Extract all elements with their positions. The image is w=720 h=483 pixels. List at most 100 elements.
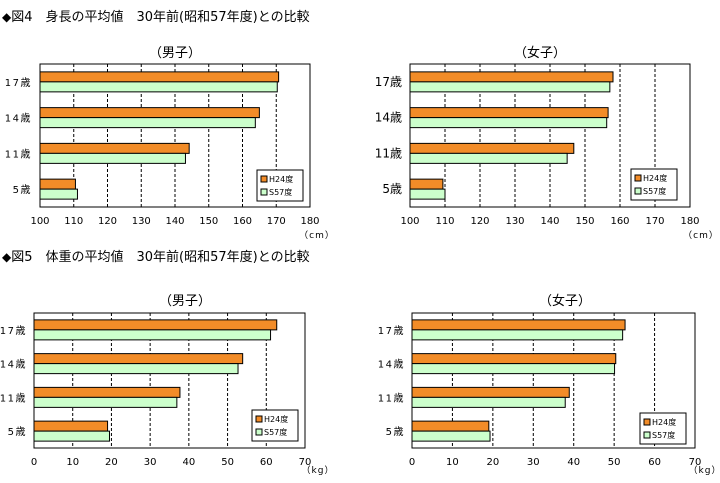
plot-area-border	[33, 312, 306, 449]
legend-label: H24度	[643, 173, 667, 183]
bar-h24	[39, 71, 280, 83]
bar-s57	[39, 81, 278, 93]
legend-label: H24度	[652, 417, 676, 427]
x-tick-label: 10	[446, 457, 459, 468]
chart-title: （男子）	[159, 294, 211, 309]
bar-h24	[33, 319, 278, 331]
legend-swatch	[634, 174, 642, 182]
x-tick-label: 120	[470, 216, 489, 227]
x-tick-label: 130	[505, 216, 524, 227]
bar-h24	[409, 142, 575, 154]
x-tick-label: 150	[575, 216, 594, 227]
legend: H24度 S57度	[639, 412, 687, 445]
category-label: 5歳	[8, 426, 27, 438]
category-label: 11歳	[378, 392, 405, 404]
legend-label: S57度	[264, 427, 287, 437]
bar-s57	[39, 117, 256, 129]
legend-label: H24度	[269, 174, 293, 184]
legend-swatch	[260, 175, 268, 183]
category-label: 17歳	[0, 325, 27, 337]
x-tick-label: 0	[409, 457, 415, 468]
bar-h24	[33, 353, 244, 365]
diamond-marker-icon: ◆	[2, 250, 12, 264]
x-axis-unit-label: （kg）	[689, 465, 720, 476]
x-tick-label: 20	[486, 457, 499, 468]
bar-s57	[411, 329, 624, 341]
figure-4-title-text: 図4 身長の平均値 30年前(昭和57年度)との比較	[11, 10, 310, 25]
figure-4-title: ◆図4 身長の平均値 30年前(昭和57年度)との比較	[2, 6, 310, 25]
plot-area-border	[411, 312, 696, 449]
bar-h24	[411, 386, 570, 398]
x-tick-label: 60	[260, 457, 273, 468]
bar-s57	[33, 396, 178, 408]
bar-s57	[409, 188, 446, 200]
x-tick-label: 110	[435, 216, 454, 227]
category-label: 5歳	[386, 426, 405, 438]
x-tick-label: 160	[610, 216, 629, 227]
x-tick-label: 100	[30, 216, 49, 227]
bar-h24	[33, 386, 181, 398]
x-tick-label: 0	[31, 457, 37, 468]
legend: H24度 S57度	[630, 168, 678, 201]
legend-swatch	[255, 415, 263, 423]
category-label: 11歳	[0, 392, 27, 404]
legend-label: S57度	[652, 430, 675, 440]
x-tick-label: 120	[98, 216, 117, 227]
bar-h24	[409, 178, 444, 190]
x-tick-label: 170	[267, 216, 286, 227]
category-label: 14歳	[5, 113, 32, 125]
chart-title: （女子）	[539, 293, 591, 309]
x-tick-label: 100	[400, 216, 419, 227]
category-label: 14歳	[378, 359, 405, 371]
bar-h24	[409, 71, 614, 83]
legend-swatch	[643, 418, 651, 426]
legend-label: S57度	[643, 186, 666, 196]
bar-h24	[39, 142, 190, 154]
bar-h24	[411, 353, 617, 365]
bar-h24	[39, 178, 76, 190]
plot-area-border	[409, 63, 691, 208]
legend-swatch	[643, 431, 651, 439]
chart-title: （女子）	[514, 45, 566, 61]
x-tick-label: 30	[144, 457, 157, 468]
x-axis-unit-label: （cm）	[683, 230, 719, 241]
bar-s57	[411, 396, 566, 408]
x-axis-unit-label: （kg）	[302, 465, 335, 476]
bar-s57	[409, 152, 568, 164]
x-axis-unit-label: （cm）	[299, 230, 335, 241]
x-tick-label: 40	[567, 457, 580, 468]
figure-5-title-text: 図5 体重の平均値 30年前(昭和57年度)との比較	[11, 250, 310, 265]
legend-swatch	[634, 187, 642, 195]
legend-swatch	[255, 428, 263, 436]
x-tick-label: 110	[64, 216, 83, 227]
bar-s57	[409, 117, 608, 129]
x-tick-label: 130	[132, 216, 151, 227]
x-tick-label: 60	[648, 457, 661, 468]
legend-label: H24度	[264, 414, 288, 424]
diamond-marker-icon: ◆	[2, 10, 12, 24]
category-label: 11歳	[375, 146, 402, 160]
chart-title: （男子）	[149, 46, 201, 61]
chart-4: （女子） 17歳 14歳 11歳 5歳 0 10 20 30 40 50 60 70（kg） H24度 S5…	[378, 293, 720, 476]
category-label: 5歳	[382, 182, 402, 196]
legend-label: S57度	[269, 187, 292, 197]
legend-box	[630, 168, 678, 201]
bar-s57	[39, 152, 186, 164]
x-tick-label: 10	[66, 457, 79, 468]
figure-5-title: ◆図5 体重の平均値 30年前(昭和57年度)との比較	[2, 246, 310, 265]
category-label: 14歳	[375, 111, 402, 125]
bar-h24	[39, 107, 260, 119]
x-tick-label: 70	[299, 457, 312, 468]
category-label: 14歳	[0, 359, 27, 371]
bar-s57	[411, 430, 491, 442]
x-tick-label: 180	[680, 216, 699, 227]
legend-box	[256, 169, 304, 202]
legend: H24度 S57度	[251, 409, 299, 442]
legend: H24度 S57度	[256, 169, 304, 202]
bar-s57	[39, 188, 78, 200]
category-label: 11歳	[5, 148, 32, 160]
x-tick-label: 30	[527, 457, 540, 468]
bar-s57	[411, 363, 616, 375]
bar-h24	[409, 107, 609, 119]
x-tick-label: 70	[689, 457, 702, 468]
